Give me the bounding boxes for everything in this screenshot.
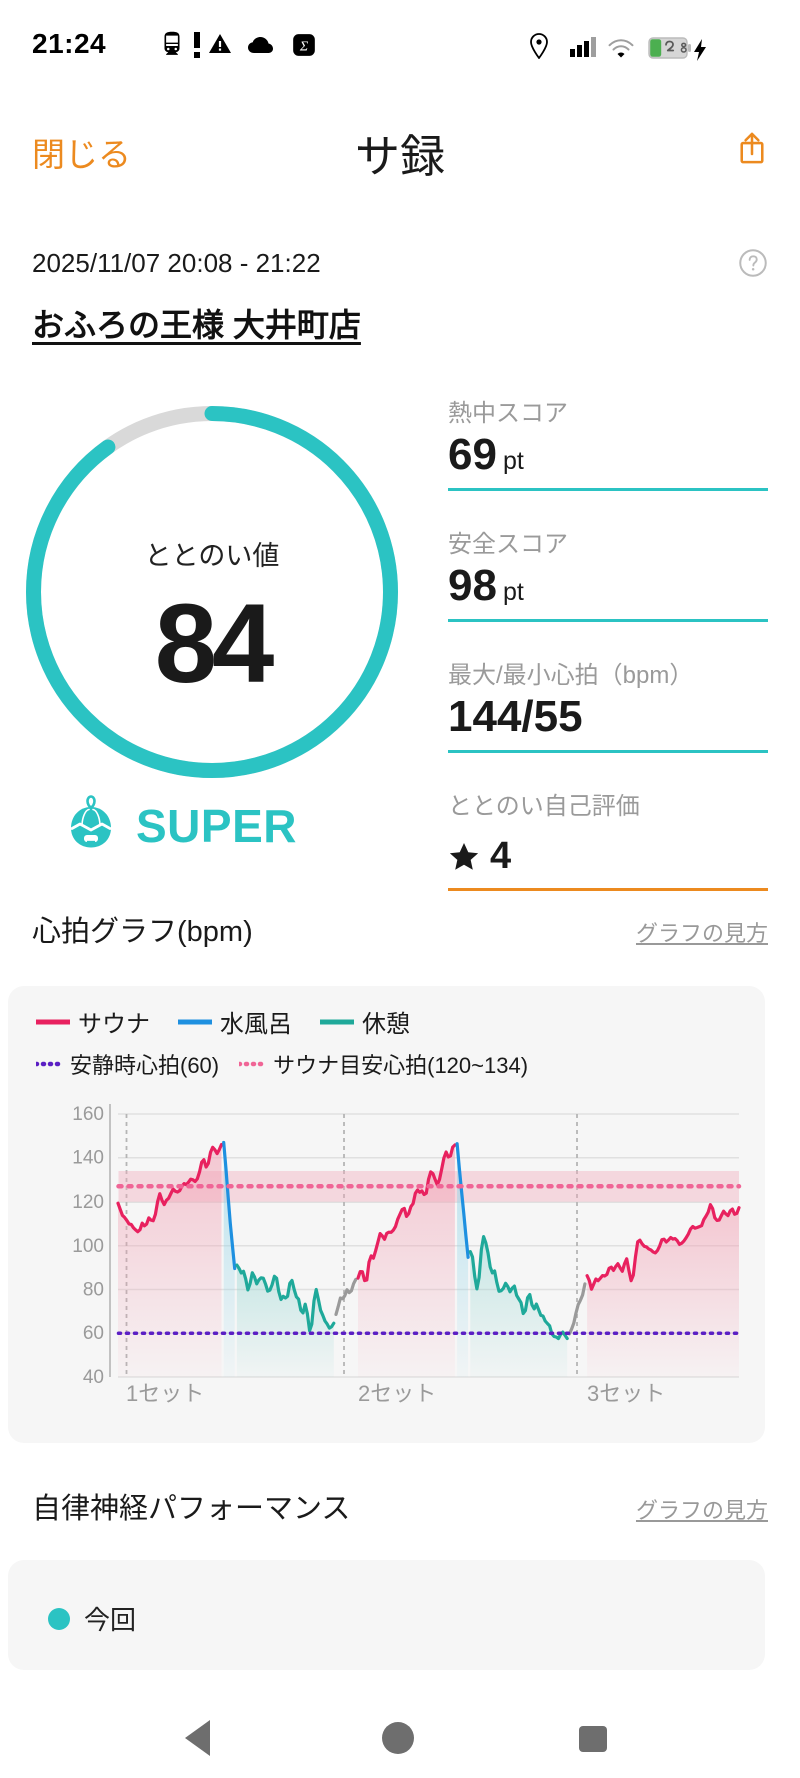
svg-text:160: 160 [72, 1104, 104, 1125]
svg-text:3セット: 3セット [587, 1381, 665, 1406]
svg-text:100: 100 [72, 1236, 104, 1257]
svg-text:140: 140 [72, 1148, 104, 1169]
svg-text:80: 80 [83, 1280, 104, 1301]
svg-text:Σ: Σ [299, 38, 309, 54]
svg-text:2セット: 2セット [358, 1381, 436, 1406]
svg-text:1セット: 1セット [126, 1381, 204, 1406]
svg-text:60: 60 [83, 1323, 104, 1344]
svg-text:120: 120 [72, 1192, 104, 1213]
svg-text:40: 40 [83, 1367, 104, 1388]
